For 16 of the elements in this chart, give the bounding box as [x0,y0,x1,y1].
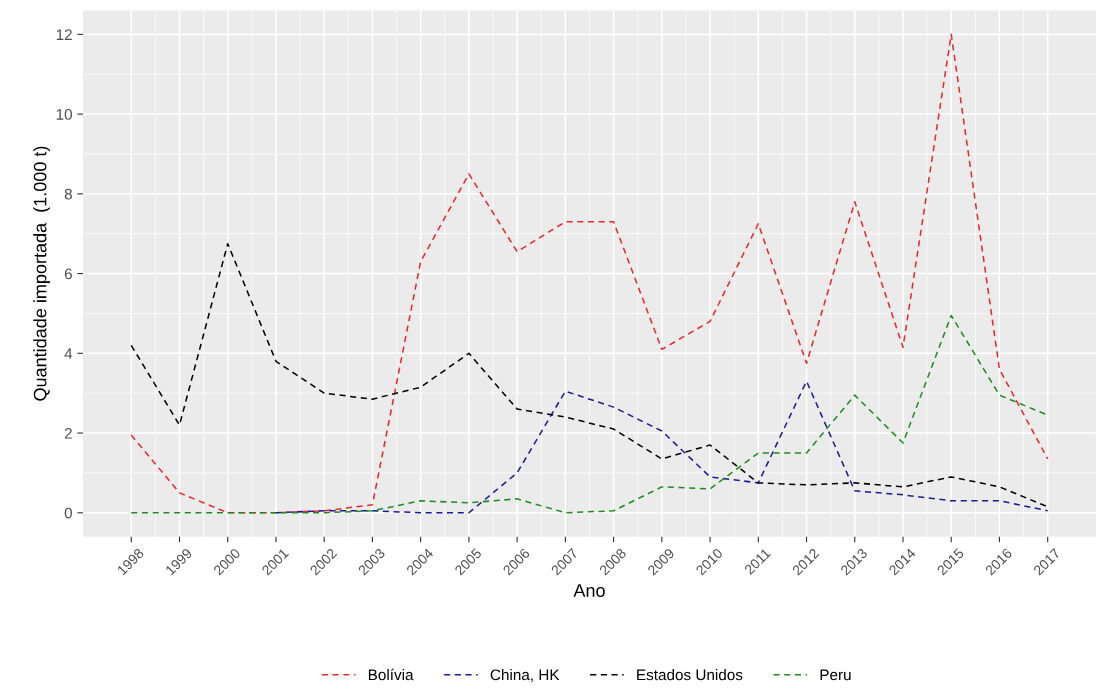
legend-label: Peru [820,669,851,681]
y-tick-label: 2 [64,427,72,439]
y-axis-title: Quantidade importada (1.000 t) [33,146,51,401]
x-axis-title: Ano [573,584,605,597]
y-tick-label: 8 [64,188,72,200]
y-tick-label: 10 [56,108,73,120]
legend-label: China, HK [490,669,560,683]
line-series [130,242,1049,508]
y-tick-label: 6 [64,268,72,280]
y-tick-label: 0 [64,507,73,519]
y-tick-label: 12 [56,29,72,40]
y-tick-label: 4 [64,348,73,359]
legend-label: Bolívia [368,668,414,681]
line-series [275,380,1049,514]
legend-label: Estados Unidos [637,669,743,681]
line-series [130,33,1049,514]
